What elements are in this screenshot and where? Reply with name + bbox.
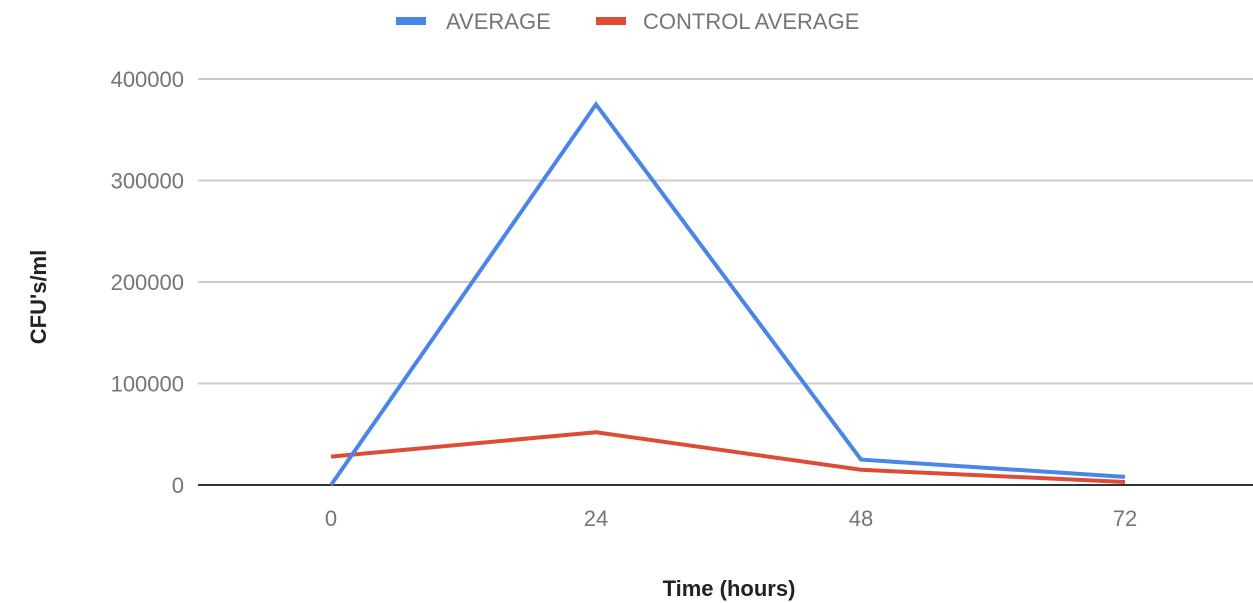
x-tick-label: 24 — [584, 506, 608, 531]
series-lines — [329, 100, 1126, 487]
series-line-average — [329, 100, 1126, 487]
legend-swatch — [596, 17, 626, 25]
legend-label: CONTROL AVERAGE — [643, 9, 859, 34]
y-tick-label: 300000 — [111, 169, 184, 194]
x-tick-label: 72 — [1113, 506, 1137, 531]
legend: AVERAGE CONTROL AVERAGE — [396, 9, 859, 34]
y-axis-ticks: 0 100000 200000 300000 400000 — [111, 67, 184, 498]
x-axis-ticks: 0 24 48 72 — [325, 506, 1137, 531]
gridlines — [198, 78, 1253, 486]
y-tick-label: 0 — [172, 473, 184, 498]
y-axis-title: CFU's/ml — [26, 250, 51, 344]
legend-swatch — [396, 17, 426, 25]
y-tick-label: 200000 — [111, 270, 184, 295]
x-axis-title: Time (hours) — [663, 576, 796, 601]
y-tick-label: 100000 — [111, 372, 184, 397]
series-line-control-average — [330, 430, 1126, 484]
x-tick-label: 48 — [849, 506, 873, 531]
x-tick-label: 0 — [325, 506, 337, 531]
legend-label: AVERAGE — [446, 9, 551, 34]
y-tick-label: 400000 — [111, 67, 184, 92]
